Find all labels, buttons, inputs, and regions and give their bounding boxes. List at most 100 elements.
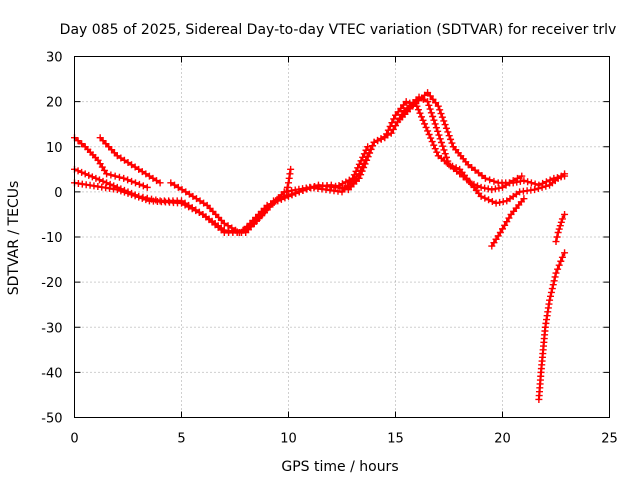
data-point (554, 265, 562, 273)
y-axis-label: SDTVAR / TECUs (6, 181, 22, 296)
x-tick-label: 5 (177, 432, 185, 447)
data-point (145, 172, 153, 180)
data-point (477, 183, 485, 191)
data-point (425, 101, 433, 109)
data-point (553, 174, 561, 182)
data-point (247, 222, 255, 230)
data-point (282, 188, 290, 196)
data-point (178, 186, 186, 194)
data-point (535, 181, 543, 189)
data-point (550, 277, 558, 285)
data-point (492, 199, 500, 207)
data-point (520, 195, 528, 203)
data-point (78, 140, 86, 148)
data-point (449, 162, 457, 170)
data-point (490, 177, 498, 185)
data-point (303, 185, 311, 193)
y-tick-label: -10 (41, 231, 62, 246)
data-point (357, 157, 365, 165)
data-point (438, 113, 446, 121)
data-point (124, 176, 132, 184)
data-point (357, 171, 365, 179)
data-point (143, 183, 151, 191)
data-point (416, 109, 424, 117)
data-point (452, 164, 460, 172)
x-tick-label: 25 (601, 432, 618, 447)
data-point (436, 106, 444, 114)
data-point (174, 183, 182, 191)
chart-title: Day 085 of 2025, Sidereal Day-to-day VTE… (60, 22, 617, 38)
data-point (113, 152, 121, 160)
data-point (548, 285, 556, 293)
data-point (539, 179, 547, 187)
series-arc-f (167, 143, 372, 236)
data-point (484, 185, 492, 193)
data-point (360, 164, 368, 172)
data-point (295, 188, 303, 196)
data-point (192, 207, 200, 215)
data-point (491, 185, 499, 193)
x-tick-label: 10 (280, 432, 297, 447)
data-point (518, 172, 526, 180)
data-point (78, 168, 86, 176)
data-point (422, 123, 430, 131)
data-point (546, 296, 554, 304)
y-tick-label: 0 (54, 186, 62, 201)
data-point (128, 161, 136, 169)
data-point (135, 165, 143, 173)
data-point (436, 135, 444, 143)
data-point (531, 180, 539, 188)
data-point (107, 171, 115, 179)
data-point (546, 176, 554, 184)
data-point (427, 134, 435, 142)
y-tick-label: 10 (46, 141, 63, 156)
data-point (142, 170, 150, 178)
data-point (291, 189, 299, 197)
y-tick-label: -40 (41, 366, 62, 381)
data-point (138, 168, 146, 176)
data-point (509, 179, 517, 187)
data-point (427, 109, 435, 117)
data-point (499, 198, 507, 206)
data-point (558, 253, 566, 261)
data-point (285, 174, 293, 182)
data-point (442, 153, 450, 161)
data-point (171, 181, 179, 189)
data-point (284, 191, 292, 199)
data-point (135, 180, 143, 188)
data-point (156, 179, 164, 187)
data-point (442, 124, 450, 132)
data-point (561, 172, 569, 180)
data-point (440, 117, 448, 125)
data-point (437, 110, 445, 118)
data-point (551, 273, 559, 281)
data-point (441, 121, 449, 129)
data-point (441, 150, 449, 158)
data-point (283, 183, 291, 191)
data-point (74, 167, 82, 175)
data-point (557, 218, 565, 226)
data-point (228, 224, 236, 232)
data-point (88, 173, 96, 181)
data-point (85, 171, 93, 179)
data-point (392, 122, 399, 130)
data-point (426, 105, 434, 113)
data-point (153, 177, 161, 185)
data-point (99, 177, 107, 185)
series-layer (71, 89, 569, 403)
y-tick-label: -20 (41, 276, 62, 291)
data-point (270, 197, 278, 205)
data-point (424, 98, 432, 106)
data-point (196, 197, 204, 205)
data-point (224, 222, 232, 230)
x-axis-label: GPS time / hours (281, 459, 398, 475)
data-point (505, 214, 513, 222)
data-point (131, 163, 139, 171)
data-point (235, 228, 243, 236)
data-point (200, 199, 208, 207)
data-point (554, 228, 562, 236)
data-point (429, 112, 437, 120)
data-point (192, 195, 200, 203)
data-point (287, 165, 295, 173)
